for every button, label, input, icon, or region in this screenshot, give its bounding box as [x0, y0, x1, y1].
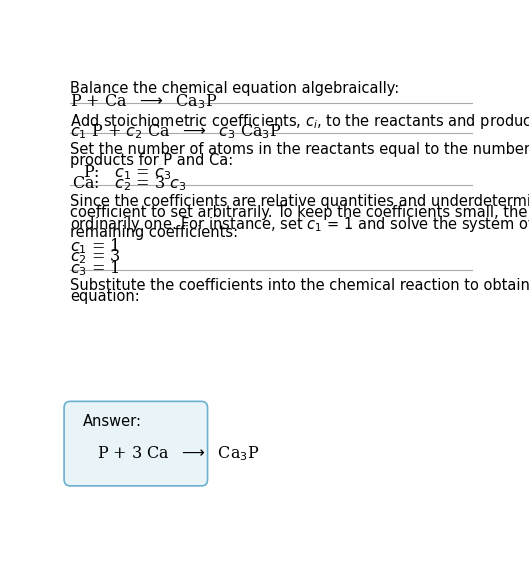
Text: Ca:   $c_2$ = 3 $c_3$: Ca: $c_2$ = 3 $c_3$ [72, 174, 187, 193]
Text: P:   $c_1$ = $c_3$: P: $c_1$ = $c_3$ [78, 163, 172, 182]
Text: $c_1$ P + $c_2$ Ca  $\longrightarrow$  $c_3$ Ca$_3$P: $c_1$ P + $c_2$ Ca $\longrightarrow$ $c_… [70, 122, 282, 141]
Text: $c_3$ = 1: $c_3$ = 1 [70, 258, 120, 278]
Text: Add stoichiometric coefficients, $c_i$, to the reactants and products:: Add stoichiometric coefficients, $c_i$, … [70, 112, 529, 131]
Text: Set the number of atoms in the reactants equal to the number of atoms in the: Set the number of atoms in the reactants… [70, 142, 529, 157]
Text: $c_1$ = 1: $c_1$ = 1 [70, 236, 120, 256]
Text: Substitute the coefficients into the chemical reaction to obtain the balanced: Substitute the coefficients into the che… [70, 278, 529, 293]
FancyBboxPatch shape [64, 401, 207, 486]
Text: Since the coefficients are relative quantities and underdetermined, choose a: Since the coefficients are relative quan… [70, 194, 529, 209]
Text: remaining coefficients:: remaining coefficients: [70, 225, 239, 240]
Text: products for P and Ca:: products for P and Ca: [70, 153, 233, 168]
Text: coefficient to set arbitrarily. To keep the coefficients small, the arbitrary va: coefficient to set arbitrarily. To keep … [70, 204, 529, 220]
Text: Answer:: Answer: [83, 414, 142, 430]
Text: Balance the chemical equation algebraically:: Balance the chemical equation algebraica… [70, 82, 399, 96]
Text: P + Ca  $\longrightarrow$  Ca$_3$P: P + Ca $\longrightarrow$ Ca$_3$P [70, 92, 217, 110]
Text: ordinarily one. For instance, set $c_1$ = 1 and solve the system of equations fo: ordinarily one. For instance, set $c_1$ … [70, 215, 529, 234]
Text: equation:: equation: [70, 289, 140, 303]
Text: P + 3 Ca  $\longrightarrow$  Ca$_3$P: P + 3 Ca $\longrightarrow$ Ca$_3$P [97, 445, 259, 463]
Text: $c_2$ = 3: $c_2$ = 3 [70, 248, 121, 266]
